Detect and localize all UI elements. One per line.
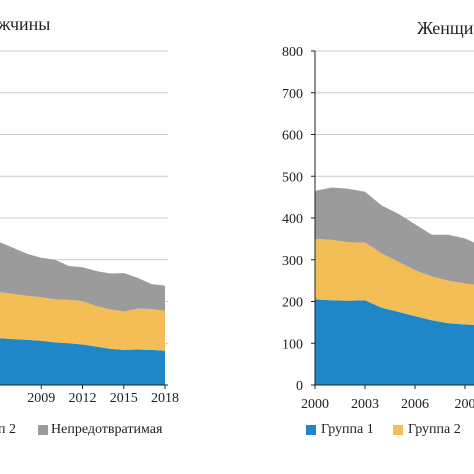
left-chart: жчины 2009 2012 2015 2018 п 2 Непредотврати…	[0, 14, 179, 437]
y-tick-label: 200	[282, 296, 303, 311]
right-legend-label-group1: Группа 1	[321, 422, 374, 437]
x-tick-label: 2003	[351, 397, 379, 412]
x-tick-label: 2012	[69, 391, 97, 406]
right-legend: Группа 1 Группа 2	[306, 422, 461, 437]
right-legend-label-group2: Группа 2	[408, 422, 461, 437]
left-legend-label-preventable: Непредотвратимая	[51, 422, 163, 437]
area-series-group1	[315, 299, 474, 385]
left-legend-swatch-preventable	[38, 425, 48, 435]
y-tick-label: 400	[282, 212, 303, 227]
x-tick-label: 2009	[27, 391, 55, 406]
y-tick-label: 100	[282, 337, 303, 352]
area-series-group1	[0, 338, 165, 385]
right-legend-swatch-group1	[306, 425, 316, 435]
y-tick-label: 300	[282, 254, 303, 269]
x-tick-label: 2015	[110, 391, 138, 406]
area-series-group2	[315, 238, 474, 325]
y-tick-label: 600	[282, 129, 303, 144]
y-tick-label: 0	[296, 379, 303, 394]
left-legend-label-group2: п 2	[0, 422, 16, 437]
y-tick-label: 800	[282, 45, 303, 60]
left-legend: п 2 Непредотвратимая	[0, 422, 163, 437]
right-chart: Женщи 800 700 600 500 400 300 200 100 0 2000 2003…	[282, 18, 474, 437]
area-series-preventable	[315, 187, 474, 285]
left-areas	[0, 242, 165, 385]
left-x-ticks: 2009 2012 2015 2018	[27, 385, 179, 406]
right-legend-swatch-group2	[393, 425, 403, 435]
area-series-group2	[0, 292, 165, 351]
y-tick-label: 500	[282, 170, 303, 185]
right-y-ticks: 800 700 600 500 400 300 200 100 0	[282, 45, 315, 394]
x-tick-label: 2006	[401, 397, 429, 412]
y-tick-label: 700	[282, 87, 303, 102]
x-tick-label: 2018	[151, 391, 179, 406]
x-tick-label: 200	[455, 397, 474, 412]
right-areas	[315, 187, 474, 385]
area-series-preventable	[0, 242, 165, 312]
right-chart-title: Женщи	[417, 18, 474, 38]
right-x-ticks: 2000 2003 2006 200	[301, 385, 474, 412]
x-tick-label: 2000	[301, 397, 329, 412]
left-chart-title: жчины	[0, 14, 50, 34]
